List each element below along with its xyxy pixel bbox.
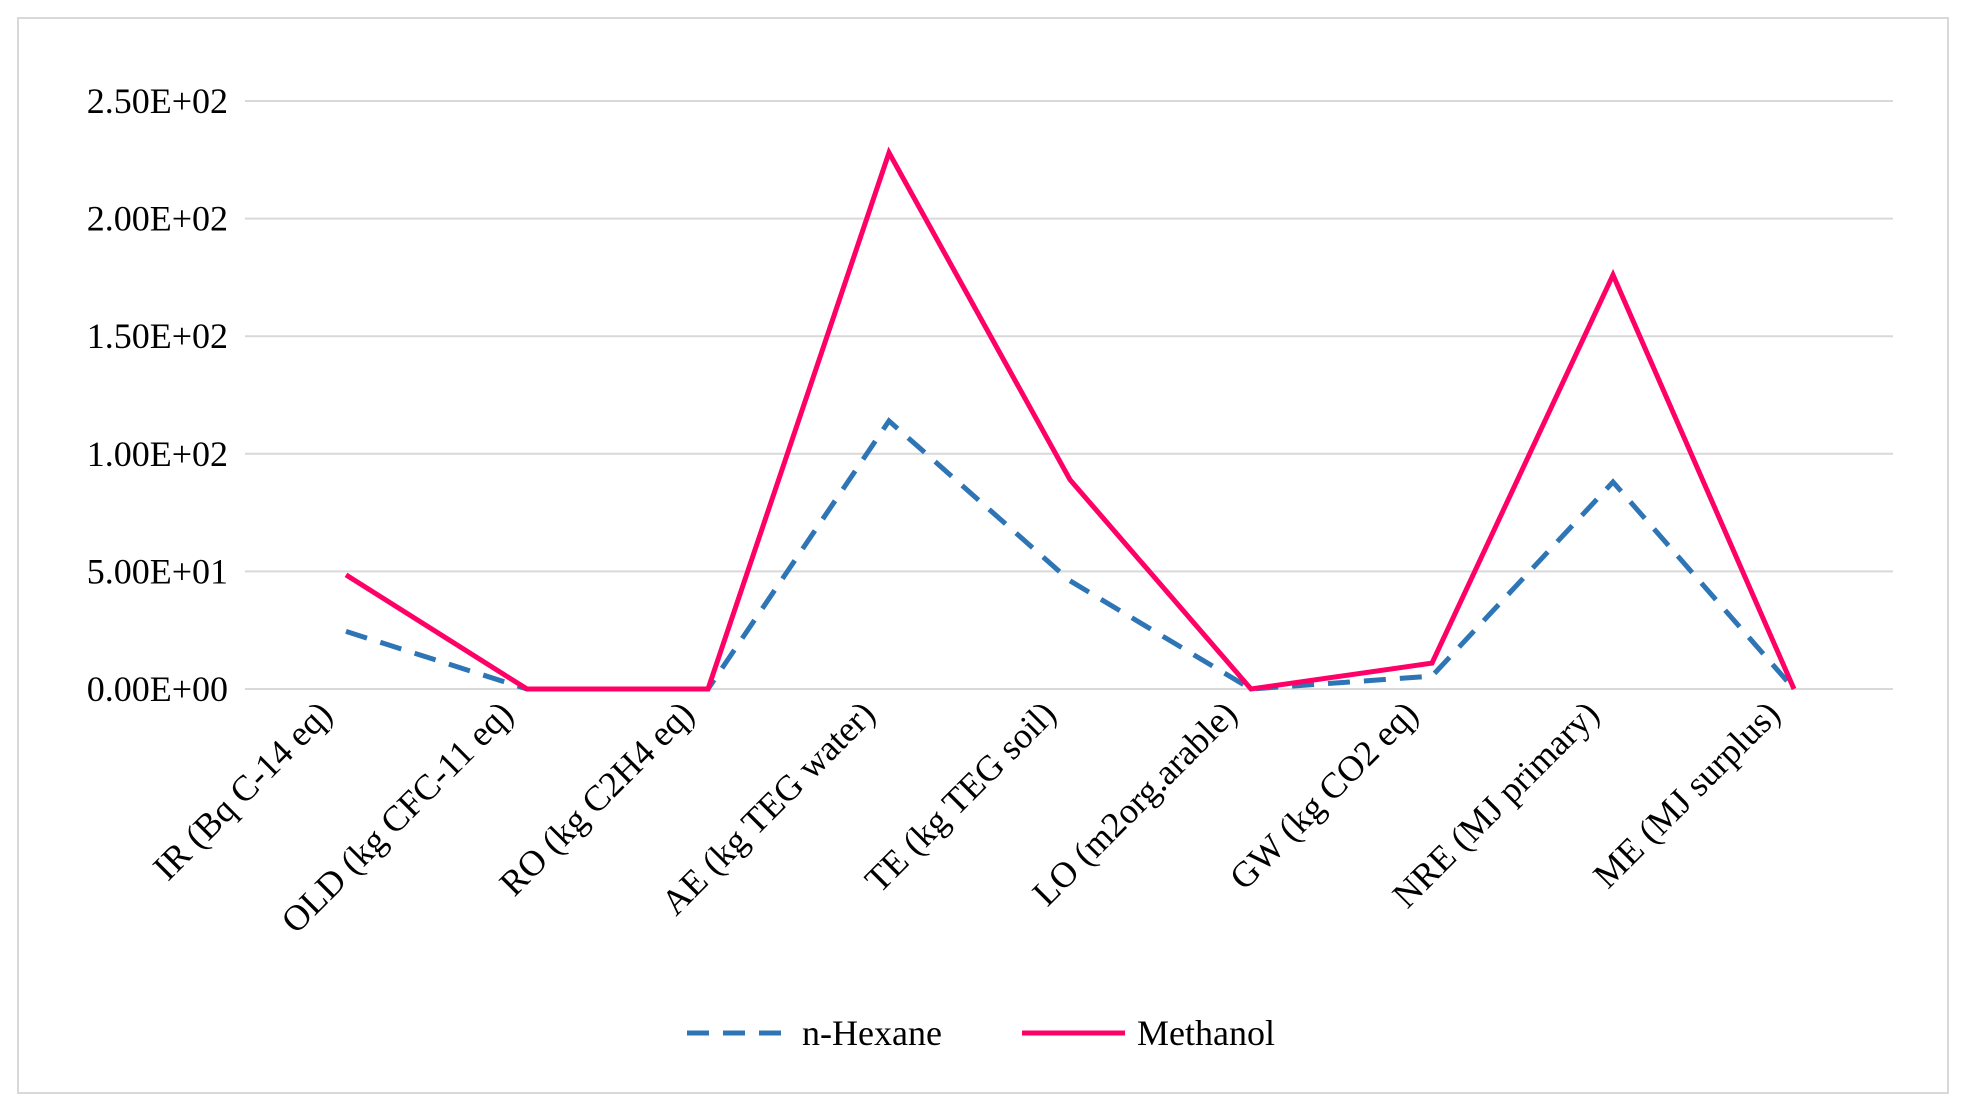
- x-tick-label: ME (MJ surplus): [1585, 693, 1787, 895]
- y-tick-label: 1.50E+02: [87, 316, 228, 356]
- x-tick-label: IR (Bq C-14 eq): [145, 693, 339, 887]
- series-line-methanol: [344, 146, 1797, 692]
- y-axis-tick-labels: 0.00E+00 5.00E+01 1.00E+02 1.50E+02 2.00E+02…: [87, 81, 228, 709]
- x-tick-label: TE (kg TEG soil): [857, 693, 1064, 900]
- y-tick-label: 2.00E+02: [87, 199, 228, 239]
- y-tick-label: 5.00E+01: [87, 551, 228, 591]
- y-tick-label: 1.00E+02: [87, 434, 228, 474]
- x-tick-label: GW (kg CO2 eq): [1222, 693, 1426, 897]
- legend-label: n-Hexane: [802, 1013, 942, 1053]
- legend-label: Methanol: [1137, 1013, 1275, 1053]
- gridlines: [245, 100, 1893, 690]
- y-tick-label: 2.50E+02: [87, 81, 228, 121]
- legend: n-Hexane Methanol: [687, 1013, 1275, 1053]
- y-tick-label: 0.00E+00: [87, 669, 228, 709]
- x-axis-tick-labels: IR (Bq C-14 eq)OLD (kg CFC-11 eq)RO (kg …: [145, 693, 1787, 940]
- x-tick-label: RO (kg C2H4 eq): [492, 693, 702, 903]
- chart-frame: [17, 17, 1949, 1094]
- series-line-n-hexane: [345, 417, 1796, 692]
- series-lines: [344, 146, 1797, 692]
